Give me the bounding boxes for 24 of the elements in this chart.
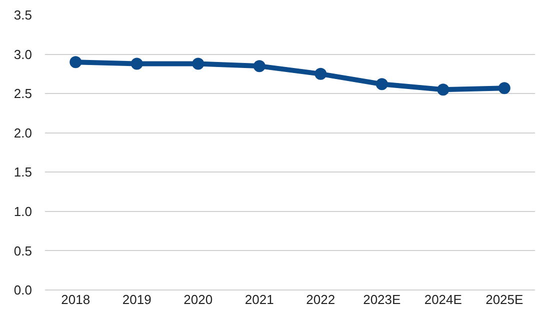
y-tick-label: 3.5	[14, 8, 32, 23]
point	[130, 58, 143, 70]
y-tick-label: 2.0	[14, 125, 32, 140]
y-tick-label: 2.5	[14, 86, 32, 102]
point	[314, 68, 327, 80]
x-tick-label: 2019	[122, 292, 152, 307]
y-tick-label: 3.0	[14, 46, 32, 62]
x-tick-label: 2024E	[424, 292, 462, 307]
x-tick-label: 2025E	[486, 292, 524, 307]
y-tick-label: 0.5	[14, 243, 32, 258]
y-tick-label: 1.5	[14, 164, 32, 180]
y-tick-label: 1.0	[14, 204, 32, 219]
x-tick-label: 2018	[61, 292, 90, 307]
x-tick-label: 2021	[244, 292, 274, 307]
point	[192, 58, 204, 70]
point	[70, 56, 82, 68]
y-tick-label: 0.0	[14, 282, 32, 298]
point	[253, 60, 266, 72]
point	[498, 82, 510, 94]
point	[376, 78, 388, 90]
x-tick-label: 2020	[184, 292, 213, 307]
x-tick-label: 2023E	[363, 292, 402, 307]
x-tick-label: 2022	[306, 292, 336, 307]
point	[437, 84, 450, 96]
